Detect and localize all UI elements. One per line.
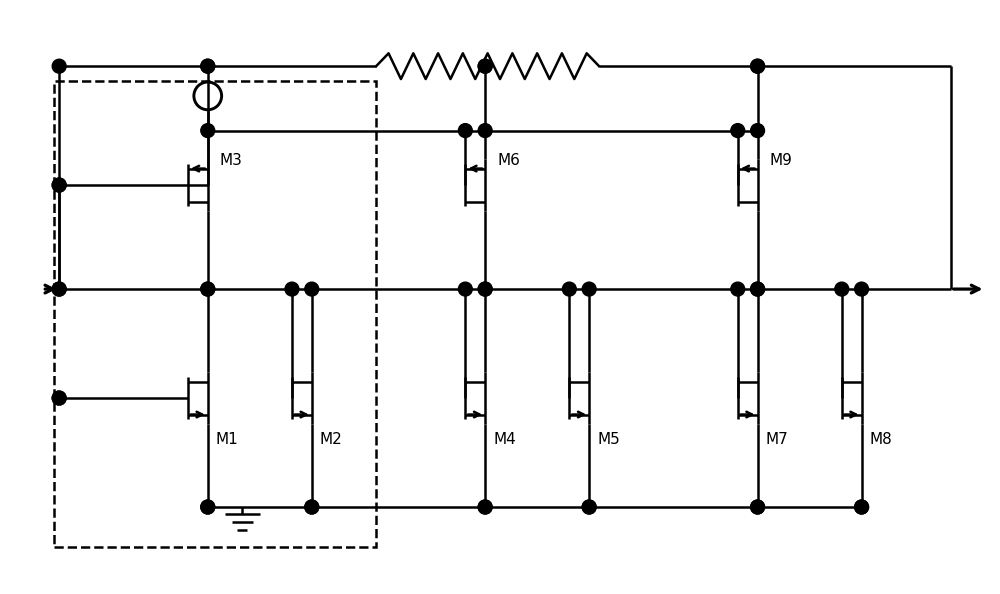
- Circle shape: [201, 500, 215, 514]
- Text: M3: M3: [220, 153, 243, 168]
- Circle shape: [201, 500, 215, 514]
- Circle shape: [285, 282, 299, 296]
- Text: M8: M8: [870, 432, 892, 447]
- Circle shape: [855, 282, 869, 296]
- Circle shape: [731, 282, 745, 296]
- Circle shape: [458, 124, 472, 137]
- Circle shape: [582, 500, 596, 514]
- Circle shape: [751, 59, 765, 73]
- Circle shape: [52, 282, 66, 296]
- Circle shape: [305, 282, 319, 296]
- Circle shape: [305, 500, 319, 514]
- Text: M6: M6: [497, 153, 520, 168]
- Circle shape: [751, 282, 765, 296]
- Circle shape: [855, 500, 869, 514]
- Circle shape: [751, 124, 765, 137]
- Circle shape: [478, 282, 492, 296]
- Text: M4: M4: [493, 432, 516, 447]
- Circle shape: [835, 282, 849, 296]
- Circle shape: [201, 282, 215, 296]
- Circle shape: [201, 59, 215, 73]
- Text: M1: M1: [216, 432, 238, 447]
- Circle shape: [751, 282, 765, 296]
- Text: M2: M2: [320, 432, 342, 447]
- Circle shape: [478, 500, 492, 514]
- Circle shape: [582, 282, 596, 296]
- Circle shape: [458, 282, 472, 296]
- Circle shape: [305, 500, 319, 514]
- Text: M7: M7: [765, 432, 788, 447]
- Circle shape: [52, 59, 66, 73]
- Text: M9: M9: [769, 153, 792, 168]
- Circle shape: [478, 59, 492, 73]
- Circle shape: [478, 500, 492, 514]
- Circle shape: [52, 282, 66, 296]
- Circle shape: [201, 282, 215, 296]
- Circle shape: [478, 282, 492, 296]
- Circle shape: [751, 500, 765, 514]
- Circle shape: [52, 178, 66, 192]
- Circle shape: [478, 59, 492, 73]
- Circle shape: [751, 59, 765, 73]
- Circle shape: [52, 391, 66, 405]
- Circle shape: [201, 124, 215, 137]
- Circle shape: [855, 500, 869, 514]
- Circle shape: [52, 178, 66, 192]
- Circle shape: [201, 59, 215, 73]
- Circle shape: [52, 391, 66, 405]
- Text: M5: M5: [597, 432, 620, 447]
- Circle shape: [751, 500, 765, 514]
- Circle shape: [562, 282, 576, 296]
- Circle shape: [731, 124, 745, 137]
- Bar: [54, 81, 376, 546]
- Circle shape: [582, 500, 596, 514]
- Circle shape: [478, 124, 492, 137]
